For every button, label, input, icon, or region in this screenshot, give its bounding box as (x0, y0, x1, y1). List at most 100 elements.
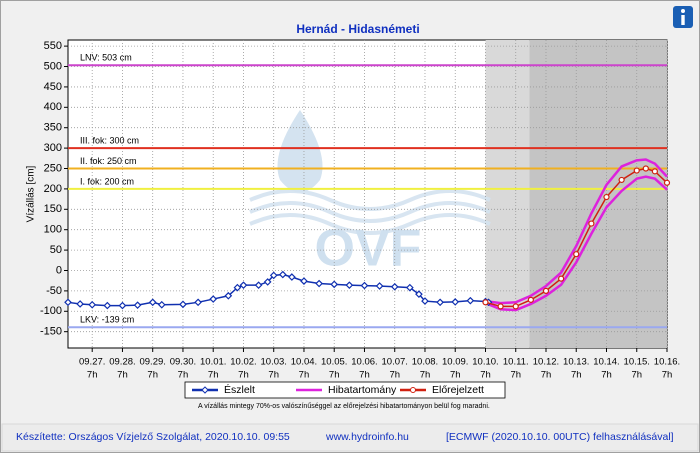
x-tick-label: 10.04. (291, 357, 317, 368)
observed-marker (436, 298, 444, 307)
y-tick-label: 450 (44, 81, 62, 93)
watermark-wave (249, 189, 491, 211)
x-tick-hour: 7h (147, 370, 158, 381)
x-tick-hour: 7h (541, 370, 552, 381)
x-tick-label: 10.11. (503, 357, 529, 368)
observed-line (67, 273, 489, 307)
observed-marker (224, 291, 233, 300)
forecast-marker (663, 179, 671, 186)
forecast-marker (542, 287, 550, 294)
x-tick-hour: 7h (631, 370, 642, 381)
y-tick-label: 0 (56, 264, 62, 276)
x-tick-label: 09.28. (109, 357, 135, 368)
x-tick-hour: 7h (571, 370, 582, 381)
observed-marker (360, 281, 369, 290)
observed-marker (375, 282, 384, 290)
observed-marker (406, 283, 414, 292)
x-tick-hour: 7h (208, 370, 219, 381)
observed-marker (148, 298, 157, 307)
observed-marker (233, 283, 242, 292)
x-tick-label: 10.03. (261, 357, 287, 368)
observed-marker (263, 278, 272, 286)
forecast-marker (651, 168, 658, 175)
info-icon[interactable] (673, 6, 693, 28)
x-tick-label: 10.15. (624, 357, 650, 368)
x-tick-label: 10.06. (351, 357, 377, 368)
reference-label: LNV: 503 cm (80, 53, 132, 63)
observed-marker (76, 300, 84, 308)
x-tick-label: 10.02. (230, 357, 256, 368)
x-tick-hour: 7h (389, 370, 400, 381)
forecast-marker (603, 193, 610, 201)
watermark-wave (249, 201, 491, 223)
note: A vízállás mintegy 70%-os valószínűségge… (198, 403, 490, 410)
x-tick-hour: 7h (510, 370, 521, 381)
x-tick-hour: 7h (662, 370, 673, 381)
x-tick-hour: 7h (329, 370, 340, 381)
observed-marker (451, 298, 460, 306)
reference-label: II. fok: 250 cm (80, 156, 137, 166)
x-tick-label: 09.27. (79, 357, 105, 368)
legend-box (184, 381, 506, 399)
info-icon-stem[interactable] (681, 15, 685, 25)
x-tick-label: 10.05. (321, 357, 347, 368)
y-tick-label: 350 (44, 122, 62, 134)
forecast-shade (485, 40, 530, 348)
footer-author[interactable]: Készítette: Országos Vízjelző Szolgálat,… (16, 431, 290, 443)
forecast-marker (618, 176, 625, 184)
x-tick-hour: 7h (117, 370, 128, 381)
x-tick-hour: 7h (178, 370, 189, 381)
y-tick-label: 100 (44, 224, 62, 236)
watermark-drop (277, 110, 323, 193)
y-tick-label: -100 (40, 305, 62, 317)
watermark: OVF (315, 220, 422, 278)
footer-source: [ECMWF (2020.10.10. 00UTC) felhasználásá… (446, 431, 674, 443)
x-tick-label: 10.10. (472, 357, 498, 368)
forecast-marker (588, 220, 595, 227)
chart-title: Hernád - Hidasnémeti (296, 22, 419, 36)
legend-label: Hibatartomány (328, 384, 397, 396)
footer-site[interactable]: www.hydroinfo.hu (325, 431, 409, 443)
x-tick-hour: 7h (238, 370, 249, 381)
observed-marker (278, 270, 287, 279)
forecast-shade (529, 40, 667, 348)
x-tick-label: 10.08. (412, 357, 438, 368)
x-tick-hour: 7h (268, 370, 279, 381)
observed-marker (209, 295, 218, 303)
x-tick-label: 10.14. (593, 357, 619, 368)
legend-label: Előrejelzett (432, 384, 484, 396)
observed-marker (466, 296, 475, 305)
observed-marker (300, 277, 308, 285)
observed-marker (415, 290, 423, 298)
footer-bar (1, 423, 699, 452)
y-tick-label: 250 (44, 162, 62, 174)
forecast-marker (633, 167, 640, 174)
forecast-marker (482, 299, 489, 306)
y-tick-label: 300 (44, 142, 62, 154)
observed-marker (288, 273, 296, 281)
info-icon-dot[interactable] (681, 9, 685, 13)
x-tick-hour: 7h (450, 370, 461, 381)
observed-marker (345, 281, 354, 290)
error-band-lower (485, 175, 668, 312)
y-tick-label: -50 (46, 285, 62, 297)
x-tick-hour: 7h (299, 370, 310, 381)
observed-marker (64, 298, 72, 307)
y-tick-label: 400 (44, 101, 62, 113)
observed-marker (103, 301, 112, 310)
reference-label: I. fok: 200 cm (80, 176, 134, 186)
error-band-upper (485, 158, 668, 305)
x-tick-hour: 7h (601, 370, 612, 381)
x-tick-label: 10.12. (533, 357, 559, 368)
x-tick-label: 09.29. (139, 357, 165, 368)
y-axis-label: Vízállás [cm] (26, 165, 37, 222)
observed-marker (330, 280, 339, 289)
legend-label: Észlelt (224, 383, 255, 396)
legend-marker (201, 386, 209, 394)
y-tick-label: 200 (44, 183, 62, 195)
x-tick-label: 10.01. (200, 357, 226, 368)
y-tick-label: 50 (50, 244, 62, 256)
reference-label: III. fok: 300 cm (80, 135, 139, 145)
watermark-waves (249, 189, 491, 235)
